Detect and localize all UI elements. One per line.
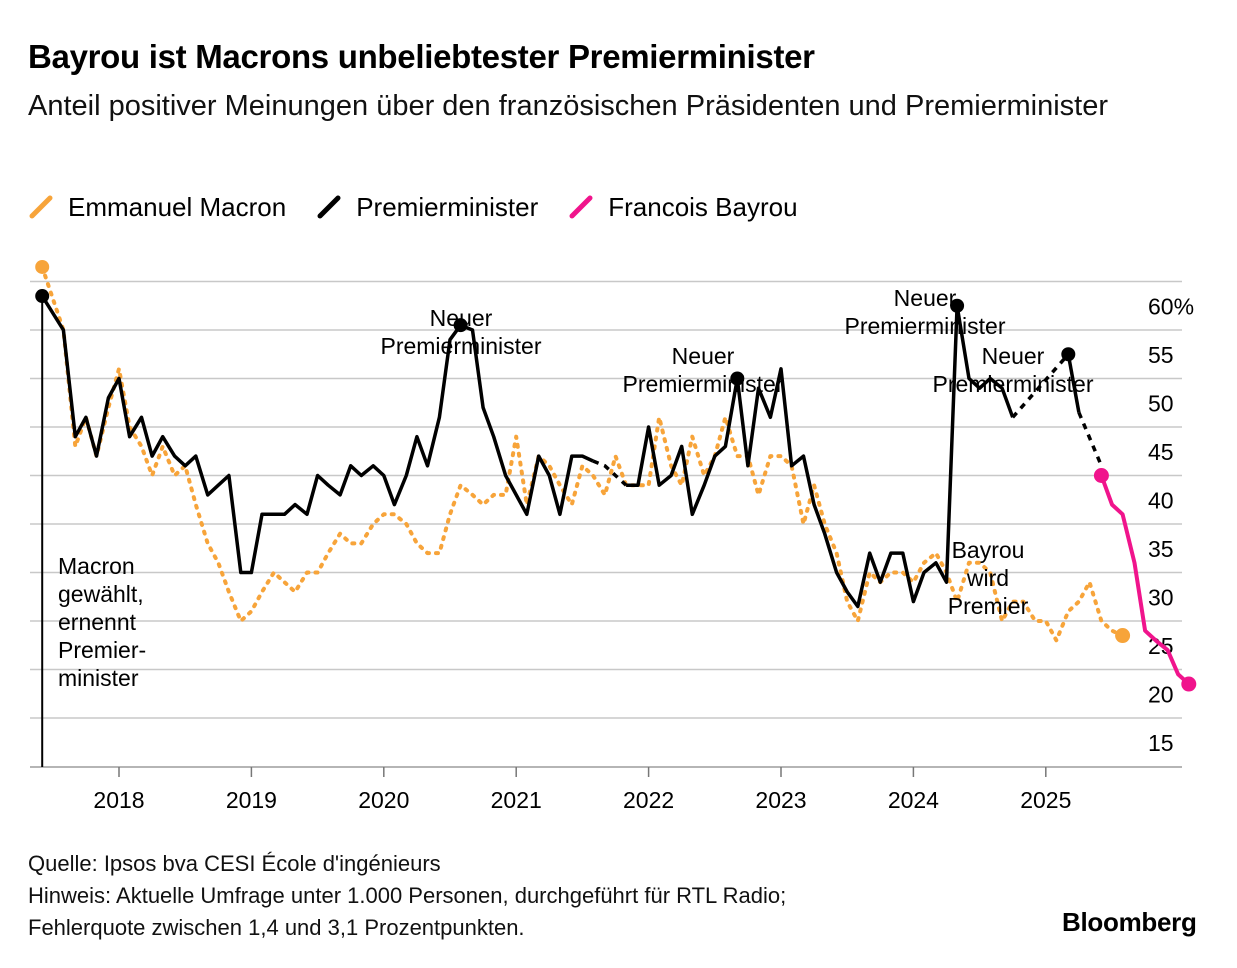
series-line-premierminister <box>40 295 594 575</box>
x-tick-label: 2022 <box>623 787 674 813</box>
annotation-text: Premierminister <box>932 371 1093 397</box>
legend-item-bayrou: Francois Bayrou <box>568 191 798 223</box>
legend-swatch-macron <box>29 195 53 219</box>
y-tick-label: 15 <box>1148 730 1174 756</box>
annotation-text: Neuer <box>672 343 735 369</box>
legend-label-bayrou: Francois Bayrou <box>608 191 798 222</box>
y-tick-label: 40 <box>1148 488 1174 514</box>
marker-new-premierminister <box>730 371 745 386</box>
legend-item-premierminister: Premierminister <box>316 192 538 223</box>
annotation-text: gewählt, <box>58 581 144 607</box>
annotation-text: Premierminister <box>622 371 783 397</box>
x-tick-label: 2018 <box>93 787 144 813</box>
annotation-text: Premier- <box>58 637 146 663</box>
y-tick-label: 55 <box>1148 342 1174 368</box>
x-tick-label: 2020 <box>358 787 409 813</box>
y-tick-label: 35 <box>1148 536 1174 562</box>
series-line-premierminister <box>1066 353 1081 413</box>
legend-swatch-bayrou <box>569 195 593 219</box>
y-tick-label: 45 <box>1148 439 1174 465</box>
y-tick-label: 20 <box>1148 682 1174 708</box>
marker-macron-start <box>35 259 50 274</box>
methodology-note-2: Fehlerquote zwischen 1,4 und 3,1 Prozent… <box>28 915 525 940</box>
legend: Emmanuel Macron Premierminister Francois… <box>28 190 828 224</box>
annotation-text: Neuer <box>982 343 1045 369</box>
x-tick-label: 2019 <box>226 787 277 813</box>
annotation-text: Macron <box>58 553 135 579</box>
legend-label-premierminister: Premierminister <box>356 191 539 222</box>
series-line-macron <box>40 265 1125 643</box>
x-tick-label: 2025 <box>1020 787 1071 813</box>
chart-title: Bayrou ist Macrons unbeliebtester Premie… <box>28 38 815 75</box>
x-tick-label: 2023 <box>755 787 806 813</box>
marker-new-premierminister <box>35 289 50 304</box>
series-line-bayrou <box>1099 474 1191 686</box>
marker-new-premierminister <box>1061 347 1076 362</box>
annotation-text: Premierminister <box>844 313 1005 339</box>
annotation-text: Neuer <box>430 305 493 331</box>
legend-swatch-premierminister <box>317 195 341 219</box>
y-tick-label: 50 <box>1148 391 1174 417</box>
marker-bayrou-end <box>1181 676 1197 692</box>
annotation-text: Premierminister <box>380 333 541 359</box>
bloomberg-logo: Bloomberg <box>1062 907 1197 937</box>
legend-label-macron: Emmanuel Macron <box>68 191 287 222</box>
marker-bayrou-start <box>1093 468 1109 483</box>
annotation-text: Premier <box>948 593 1029 619</box>
x-tick-label: 2021 <box>491 787 542 813</box>
source-note: Quelle: Ipsos bva CESI École d'ingénieur… <box>28 851 441 876</box>
annotation-text: ernennt <box>58 609 137 635</box>
annotation-text: wird <box>966 565 1009 591</box>
footer-notes: Quelle: Ipsos bva CESI École d'ingénieur… <box>28 848 786 944</box>
methodology-note-1: Hinweis: Aktuelle Umfrage unter 1.000 Pe… <box>28 883 787 908</box>
legend-item-macron: Emmanuel Macron <box>28 192 286 223</box>
y-tick-label: 30 <box>1148 585 1174 611</box>
chart-subtitle: Anteil positiver Meinungen über den fran… <box>28 90 1109 122</box>
x-tick-label: 2024 <box>888 787 939 813</box>
annotation-text: Bayrou <box>952 537 1025 563</box>
annotation-text: Neuer <box>894 285 957 311</box>
marker-new-premierminister <box>453 318 468 333</box>
y-tick-label: 60% <box>1148 294 1194 320</box>
series-line-premierminister-gap <box>1077 411 1104 467</box>
marker-new-premierminister <box>950 298 965 313</box>
series-line-premierminister-gap <box>1011 353 1070 419</box>
marker-macron-end <box>1115 628 1131 644</box>
series-line-premierminister <box>626 304 1015 609</box>
annotation-text: minister <box>58 665 139 691</box>
